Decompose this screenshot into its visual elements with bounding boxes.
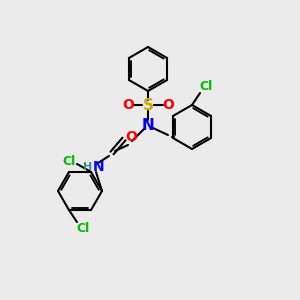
Text: S: S <box>142 98 154 112</box>
Text: Cl: Cl <box>200 80 213 94</box>
Text: O: O <box>122 98 134 112</box>
Text: Cl: Cl <box>62 155 76 168</box>
Text: Cl: Cl <box>76 222 90 235</box>
Text: N: N <box>93 160 105 174</box>
Text: O: O <box>125 130 137 144</box>
Text: H: H <box>83 162 92 172</box>
Text: O: O <box>162 98 174 112</box>
Text: N: N <box>142 118 154 133</box>
